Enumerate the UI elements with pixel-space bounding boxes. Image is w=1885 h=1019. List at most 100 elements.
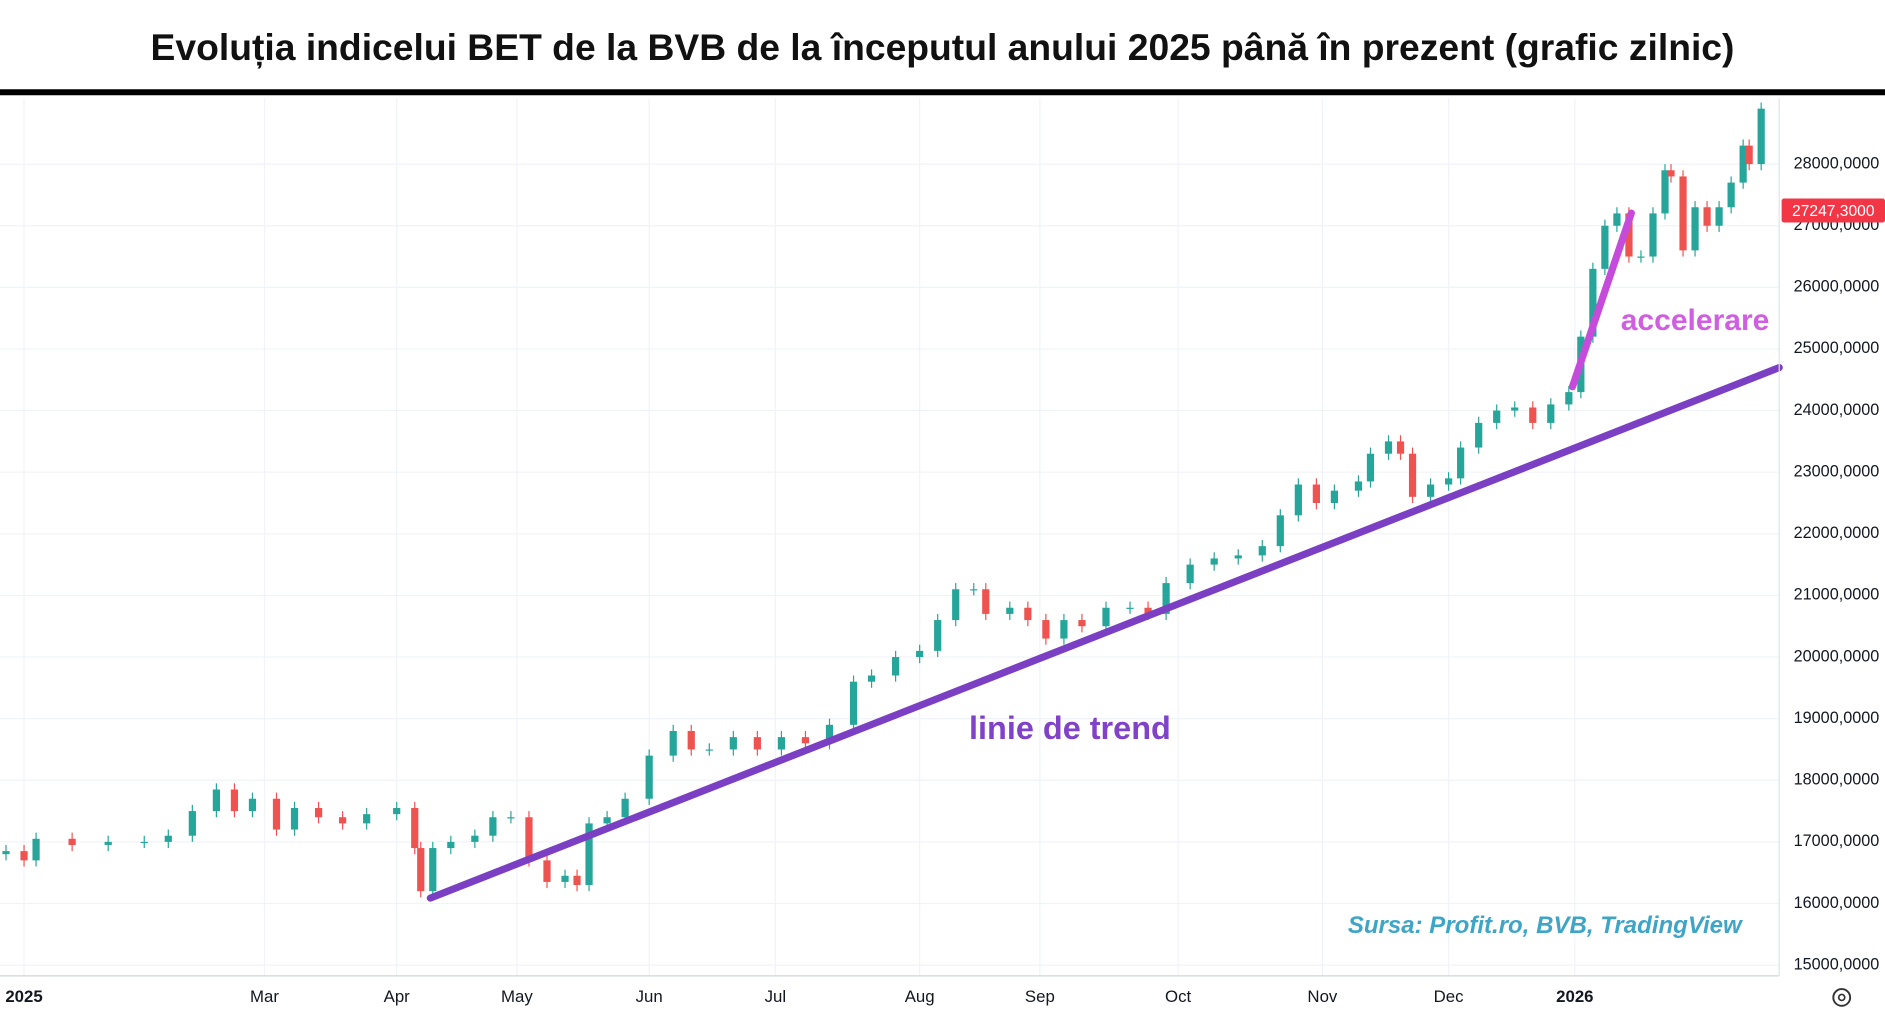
x-tick-label: 2026 xyxy=(1556,987,1593,1006)
candle-body xyxy=(471,835,479,842)
candle-body xyxy=(1727,182,1735,208)
candle-body xyxy=(1366,453,1375,482)
candle-body xyxy=(339,817,347,824)
chart-title: Evoluția indicelui BET de la BVB de la î… xyxy=(151,26,1735,69)
last-price-tag xyxy=(1781,198,1885,223)
candle-body xyxy=(543,860,551,882)
candle-body xyxy=(1102,607,1110,627)
candle-body xyxy=(1162,583,1170,614)
candle-body xyxy=(1637,256,1645,258)
candle-body xyxy=(1234,555,1242,559)
x-tick-label: Dec xyxy=(1434,987,1464,1006)
trend-label: linie de trend xyxy=(969,710,1171,746)
candle-body xyxy=(272,798,281,830)
candle-body xyxy=(1276,515,1284,547)
axis-labels: 15000,0000 16000,0000 17000,0000 18000,0000… xyxy=(5,154,1885,1006)
candle-body xyxy=(20,851,28,861)
candle-body xyxy=(1667,170,1675,177)
candle-body xyxy=(1006,607,1014,614)
candle-body xyxy=(561,875,569,882)
candle-body xyxy=(1703,207,1711,226)
candle-body xyxy=(489,817,497,836)
candle-body xyxy=(705,749,713,751)
candle-body xyxy=(916,650,924,658)
candle-body xyxy=(1258,546,1266,556)
candle-body xyxy=(1210,558,1218,565)
x-tick-label: Apr xyxy=(384,987,411,1006)
candle-body xyxy=(140,841,148,844)
candle-body xyxy=(2,851,10,855)
candle-body xyxy=(1186,564,1194,584)
y-tick-label: 24000,0000 xyxy=(1794,401,1880,419)
candle-body xyxy=(1739,145,1747,183)
candle-body xyxy=(1649,213,1657,257)
candle-body xyxy=(1408,453,1417,497)
candle-body xyxy=(1547,404,1555,423)
candle-body xyxy=(1384,441,1393,454)
candle-body xyxy=(1396,441,1405,454)
last-price-label: 27247,3000 xyxy=(1792,203,1875,220)
y-tick-label: 20000,0000 xyxy=(1794,647,1880,665)
candle-body xyxy=(1661,170,1669,214)
x-tick-label: Jun xyxy=(636,987,663,1006)
candle-body xyxy=(753,737,761,750)
candle-body xyxy=(1565,392,1573,405)
candle-body xyxy=(867,675,876,682)
x-tick-label: Sep xyxy=(1025,987,1055,1006)
candle-body xyxy=(447,841,455,849)
candle-body xyxy=(1312,484,1320,503)
candle-body xyxy=(970,589,978,591)
y-tick-label: 21000,0000 xyxy=(1794,586,1880,604)
candle-body xyxy=(1589,268,1597,337)
candle-body xyxy=(1078,620,1086,627)
candle-body xyxy=(290,807,299,830)
candle-body xyxy=(621,798,629,818)
candle-body xyxy=(1625,213,1633,257)
y-tick-label: 18000,0000 xyxy=(1794,771,1880,789)
candle-body xyxy=(573,875,581,886)
x-tick-label: Nov xyxy=(1307,987,1338,1006)
y-tick-label: 23000,0000 xyxy=(1794,462,1880,480)
candle-body xyxy=(825,724,834,744)
settings-icon[interactable] xyxy=(1832,988,1852,1007)
candle-body xyxy=(1679,176,1687,251)
candle-body xyxy=(104,841,112,845)
candle-body xyxy=(393,807,401,815)
candle-body xyxy=(1475,422,1483,448)
candle-body xyxy=(1126,607,1134,609)
candle-body xyxy=(212,789,220,812)
candle-body xyxy=(645,755,653,799)
candle-body xyxy=(1691,207,1699,251)
y-tick-label: 16000,0000 xyxy=(1794,894,1880,912)
x-tick-label: Aug xyxy=(905,987,935,1006)
candle-body xyxy=(164,835,172,842)
candle-body xyxy=(585,823,593,886)
candle-body xyxy=(1493,410,1501,423)
candle-body xyxy=(411,807,419,849)
y-tick-label: 22000,0000 xyxy=(1794,524,1880,542)
acceleration-label: accelerare xyxy=(1621,304,1770,337)
candle-body xyxy=(1457,447,1465,479)
y-tick-label: 25000,0000 xyxy=(1794,339,1880,357)
candle-body xyxy=(1294,484,1302,516)
candle-body xyxy=(363,814,371,824)
candle-body xyxy=(417,848,425,892)
candle-body xyxy=(248,798,257,812)
candle-body xyxy=(952,589,960,621)
candle-body xyxy=(603,817,611,824)
candle-body xyxy=(314,807,323,818)
candle-body xyxy=(777,737,786,750)
candle-body xyxy=(1144,607,1152,614)
source-note: Sursa: Profit.ro, BVB, TradingView xyxy=(1348,912,1743,939)
candle-body xyxy=(1060,620,1068,639)
x-tick-label: May xyxy=(501,987,533,1006)
candle-body xyxy=(801,737,810,744)
candle-body xyxy=(1529,407,1537,423)
y-tick-label: 15000,0000 xyxy=(1794,955,1880,973)
candle-body xyxy=(525,817,533,861)
candle-body xyxy=(1042,620,1050,639)
x-tick-label: Jul xyxy=(765,987,786,1006)
trend-line xyxy=(426,364,1783,902)
